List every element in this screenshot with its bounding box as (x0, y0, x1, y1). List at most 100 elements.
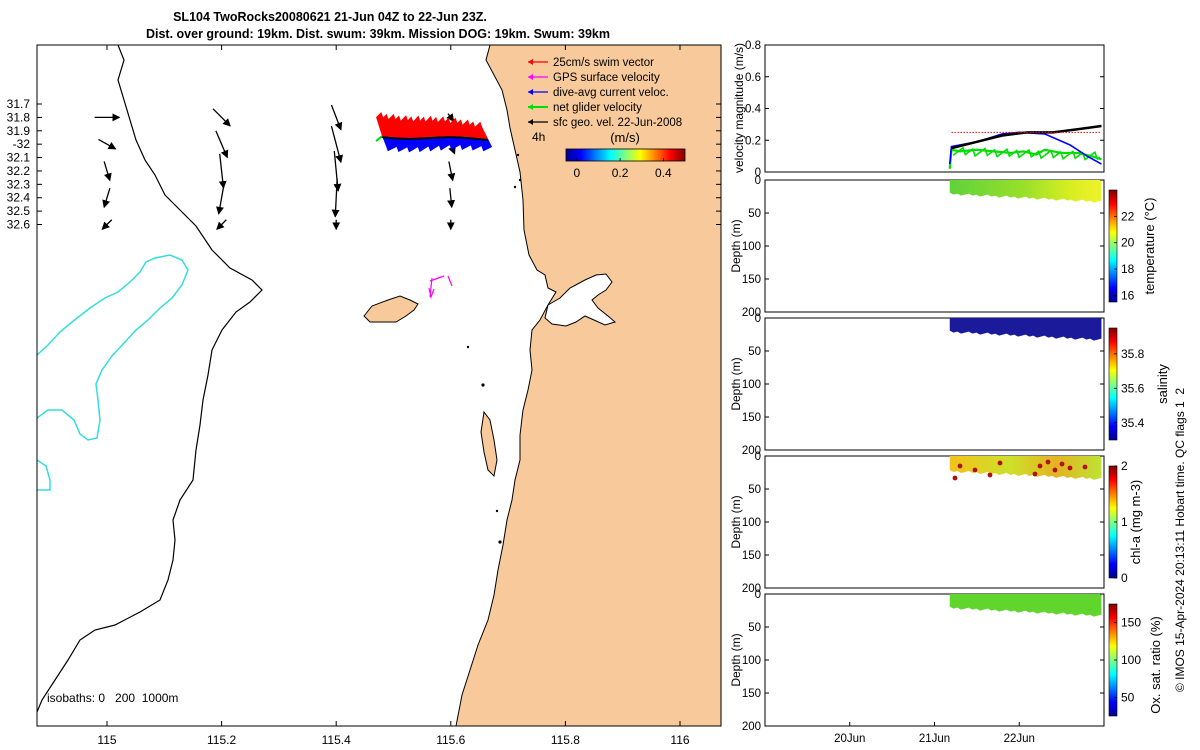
section-colorbar-tick-label: 1 (1121, 515, 1128, 529)
geo-vector-arrow (102, 188, 111, 209)
map-colorbar-tick-label: 0.2 (612, 166, 629, 180)
section-colorbar-tick-label: 20 (1121, 236, 1135, 250)
section-y-tick-label: 0 (755, 175, 761, 187)
velocity-y-tick-label: 0.2 (745, 135, 761, 147)
section-y-tick-label: 150 (742, 688, 761, 700)
velocity-series-net (948, 148, 1102, 169)
reef-dot (518, 178, 522, 182)
map-y-tick-label: 32.3 (7, 177, 31, 191)
section-y-tick-label: 50 (748, 346, 761, 358)
salinity-ylabel: Depth (m) (729, 357, 743, 410)
section-y-tick-label: 100 (742, 241, 761, 253)
map-x-tick-label: 115.4 (322, 733, 351, 747)
salinity-cblabel: salinity (1155, 364, 1170, 404)
legend-net-head (528, 104, 533, 110)
section-y-tick-label: 0 (755, 313, 761, 325)
map-y-tick-label: -32 (13, 137, 31, 151)
chla-hotspot (972, 467, 978, 473)
section-colorbar-tick-label: 16 (1121, 288, 1135, 302)
map-colorbar-tick-label: 0 (573, 166, 580, 180)
velocity-ylabel: velocity magnitude (m/s) (732, 43, 746, 173)
swim-vector-fan (376, 112, 489, 139)
section-y-tick-label: 100 (742, 517, 761, 529)
section-y-tick-label: 200 (742, 307, 761, 319)
salinity-section: 0 50 100 150 200 Depth (m) 35.4 35.6 35.8 sali… (729, 313, 1170, 457)
section-y-tick-label: 100 (742, 655, 761, 667)
net-vector-mark (375, 135, 383, 142)
chla-data (949, 456, 1102, 480)
legend-dive-head (528, 89, 533, 95)
title-line2: Dist. over ground: 19km. Dist. swum: 39k… (146, 27, 610, 41)
velocity-y-tick-label: 0.8 (745, 40, 761, 52)
chla-hotspot (952, 475, 958, 481)
chla-hotspot (1045, 459, 1051, 465)
geo-vector-arrow (98, 138, 117, 150)
section-y-tick-label: 0 (755, 451, 761, 463)
map-y-tick-label: 32.1 (7, 151, 31, 165)
section-y-tick-label: 50 (748, 208, 761, 220)
reef-dot (481, 383, 485, 387)
map-x-tick-label: 116 (670, 733, 689, 747)
section-colorbar-tick-label: 0 (1121, 571, 1128, 585)
legend-swim-label: 25cm/s swim vector (553, 57, 654, 69)
date-tick-label: 20Jun (834, 733, 865, 745)
section-colorbar-tick-label: 35.8 (1121, 347, 1145, 361)
oxygen-frame (764, 593, 1105, 727)
isobath-200m (37, 45, 263, 713)
chla-hotspot (1082, 464, 1088, 470)
geo-vector-arrow (215, 130, 229, 159)
section-y-tick-label: 200 (742, 583, 761, 595)
geo-vector-arrow (446, 113, 455, 122)
chla-ylabel: Depth (m) (729, 495, 743, 548)
section-y-tick-label: 150 (742, 550, 761, 562)
velocity-y-tick-label: 0.4 (745, 104, 762, 116)
chla-hotspot (1037, 463, 1043, 469)
salinity-colorbar (1108, 327, 1118, 441)
reef-dot (466, 345, 470, 349)
map-y-tick-label: 32.6 (7, 218, 31, 232)
colorbar-unit: (m/s) (610, 130, 640, 145)
chla-y-ticks: 0 50 100 150 200 (742, 451, 1104, 595)
section-y-tick-label: 50 (748, 622, 761, 634)
date-tick-label: 22Jun (1004, 733, 1035, 745)
salinity-colorbar-ticks: 35.4 35.6 35.8 (1114, 347, 1145, 430)
legend-swim-head (528, 59, 533, 65)
chla-hotspot (1032, 471, 1038, 477)
chla-section: 0 50 100 150 200 Depth (m) 0 1 2 chl-a (mg m-3… (729, 451, 1143, 595)
section-y-tick-label: 0 (755, 589, 761, 601)
title-line1: SL104 TwoRocks20080621 21-Jun 04Z to 22-… (173, 10, 487, 24)
legend-dive-label: dive-avg current veloc. (553, 87, 669, 99)
gps-vector-mark (428, 275, 453, 300)
velocity-y-tick-label: 0.6 (745, 72, 761, 84)
geo-vector-arrow (218, 153, 227, 190)
section-colorbar-tick-label: 50 (1121, 690, 1135, 704)
geo-vector-arrow (447, 188, 456, 209)
oxygen-cblabel: Ox. sat. ratio (%) (1148, 616, 1163, 714)
section-colorbar-tick-label: 150 (1121, 616, 1141, 630)
chla-cblabel: chl-a (mg m-3) (1128, 480, 1143, 565)
map-y-tick-label: 31.9 (7, 124, 31, 138)
reef-dot (513, 185, 517, 189)
temperature-colorbar-ticks: 16 18 20 22 (1114, 209, 1135, 302)
section-colorbar-tick-label: 18 (1121, 262, 1135, 276)
velocity-frame (764, 44, 1105, 173)
geo-vector-arrow (330, 125, 344, 164)
map-panel: 115 115.2 115.4 115.6 115.8 116 31.731.831.9-3… (7, 44, 722, 747)
chla-hotspot (987, 472, 993, 478)
map-x-tick-label: 115.8 (551, 733, 580, 747)
section-y-tick-label: 200 (742, 721, 761, 733)
map-colorbar-ticks: 0 0.2 0.4 (573, 158, 672, 180)
island-rottnest (363, 295, 419, 323)
oxygen-colorbar-ticks: 50 100 150 (1114, 616, 1141, 704)
reef-dot (498, 540, 502, 544)
map-colorbar-tick-label: 0.4 (655, 166, 672, 180)
legend-geo-label: sfc geo. vel. 22-Jun-2008 (553, 117, 682, 129)
geo-vector-arrow (103, 161, 112, 182)
map-legend: 25cm/s swim vector GPS surface velocity … (528, 57, 686, 180)
oxygen-section: 0 50 100 150 200 20Jun 21Jun 22Jun Depth (m) 5… (729, 589, 1163, 745)
geo-vector-arrow (331, 178, 340, 218)
velocity-y-ticks: 0 0.2 0.4 0.6 0.8 (745, 40, 1104, 179)
section-colorbar-tick-label: 35.6 (1121, 381, 1145, 395)
oxygen-ylabel: Depth (m) (729, 633, 743, 686)
